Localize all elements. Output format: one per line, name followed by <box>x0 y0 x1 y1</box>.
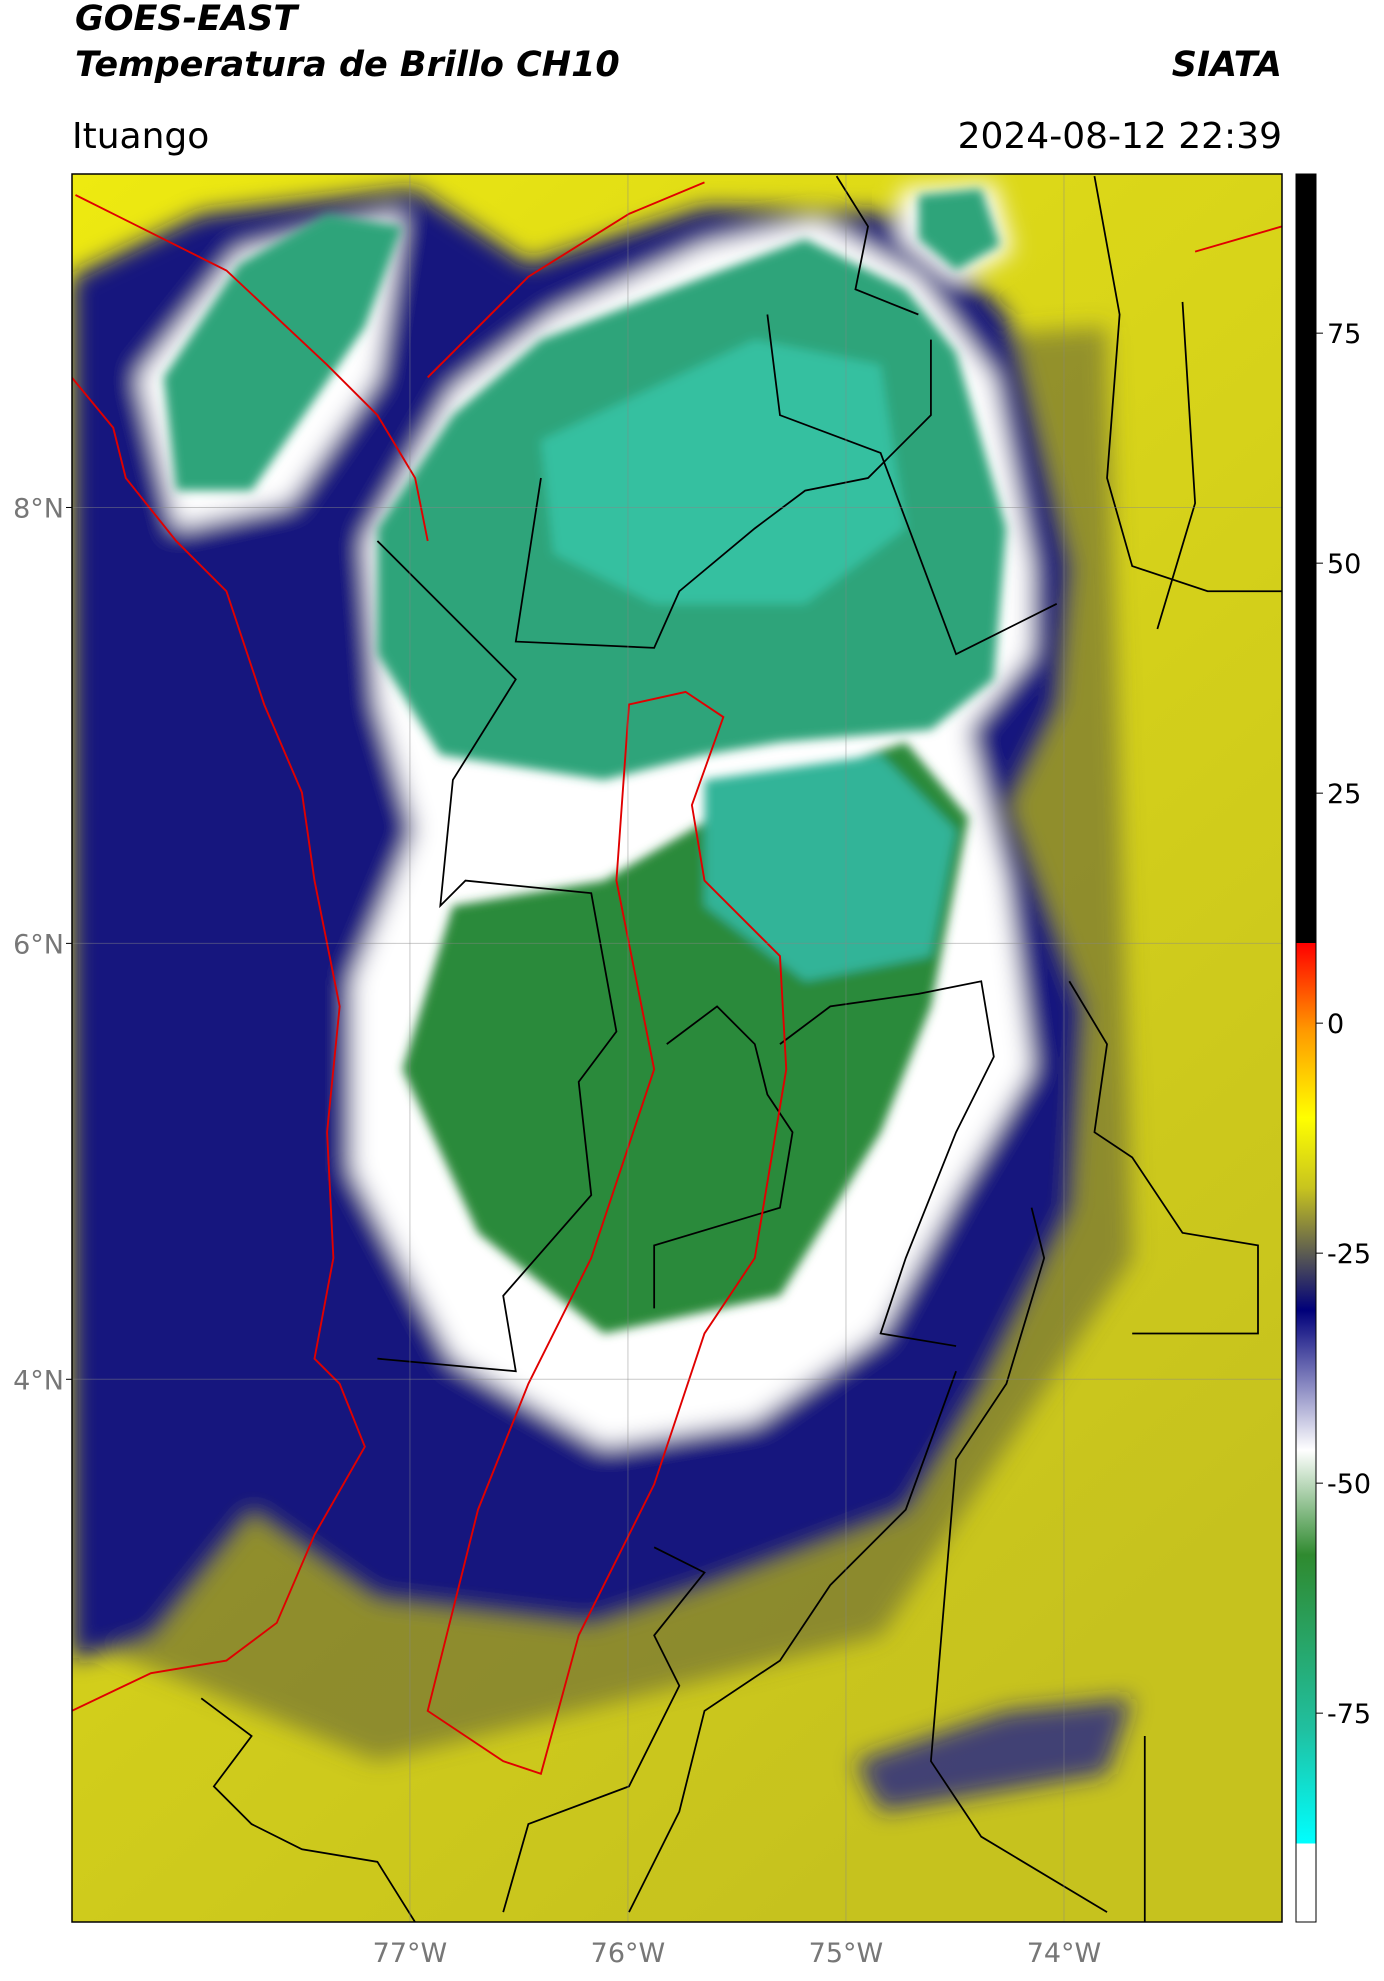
colorbar-tick-label: 0 <box>1327 1009 1344 1040</box>
map-image <box>72 174 1282 1922</box>
colorbar-tick-label: -75 <box>1327 1699 1371 1730</box>
timestamp: 2024-08-12 22:39 <box>958 116 1282 157</box>
y-tick-label: 8°N <box>13 493 64 524</box>
region: Ituango <box>72 116 209 157</box>
colorbar-tick-label: 50 <box>1327 549 1361 580</box>
colorbar-tick-label: 25 <box>1327 779 1361 810</box>
colorbar-tick-label: -50 <box>1327 1469 1371 1500</box>
x-tick-label: 74°W <box>1027 1938 1102 1969</box>
y-tick-label: 4°N <box>13 1365 64 1396</box>
subtitle: Temperatura de Brillo CH10 <box>75 45 620 85</box>
graticule <box>72 174 1282 1922</box>
source: SIATA <box>1172 45 1282 85</box>
title: GOES-EAST <box>75 0 300 39</box>
colorbar-tick-label: -25 <box>1327 1239 1371 1270</box>
map-frame <box>71 173 1283 1923</box>
x-tick-label: 76°W <box>591 1938 666 1969</box>
colorbar-tick-label: 75 <box>1327 319 1361 350</box>
y-tick-label: 6°N <box>13 929 64 960</box>
x-tick-label: 75°W <box>809 1938 884 1969</box>
colorbar <box>1295 173 1317 1923</box>
x-tick-label: 77°W <box>373 1938 448 1969</box>
